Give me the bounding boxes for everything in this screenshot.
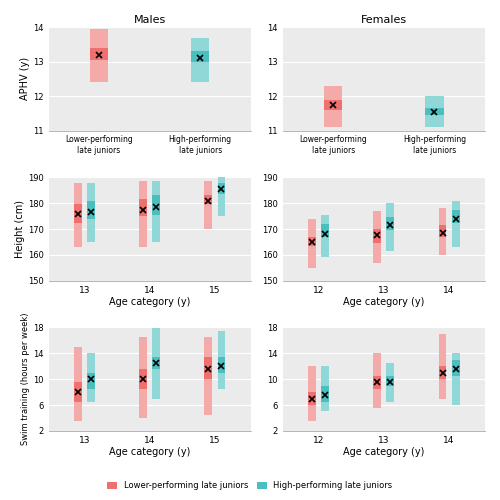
Bar [438,208,446,255]
Bar [374,211,381,262]
Bar [87,200,95,218]
Bar [218,356,226,372]
Bar [321,215,329,258]
Bar [90,29,108,82]
Bar [87,372,95,389]
Bar [74,347,82,421]
Bar [374,376,381,389]
Bar [139,337,147,418]
Bar [438,225,446,237]
Bar [374,229,381,243]
Bar [308,392,316,405]
Bar [139,200,147,216]
Bar [204,356,212,379]
Bar [452,354,460,405]
Bar [191,52,210,62]
Bar [87,182,95,242]
Bar [452,360,460,376]
Bar [308,237,316,246]
Title: Males: Males [134,15,166,25]
X-axis label: Age category (y): Age category (y) [109,298,190,308]
Bar [324,86,342,127]
Bar [152,356,160,370]
Bar [386,363,394,402]
Bar [438,334,446,398]
Y-axis label: Swim training (hours per week): Swim training (hours per week) [22,313,30,446]
Bar [152,328,160,398]
Bar [152,181,160,242]
Bar [386,203,394,251]
Bar [374,354,381,408]
Bar [321,224,329,237]
Bar [386,218,394,230]
Bar [90,48,108,60]
Y-axis label: Height (cm): Height (cm) [15,200,25,258]
Bar [152,196,160,215]
Bar [452,200,460,247]
Bar [308,218,316,268]
Bar [218,330,226,389]
Bar [321,386,329,402]
Bar [87,354,95,402]
Bar [324,100,342,110]
Bar [139,181,147,247]
X-axis label: Age category (y): Age category (y) [343,448,424,458]
X-axis label: Age category (y): Age category (y) [109,448,190,458]
Bar [426,96,444,127]
X-axis label: Age category (y): Age category (y) [343,298,424,308]
Bar [204,181,212,229]
Y-axis label: APHV (y): APHV (y) [20,58,30,100]
Bar [218,178,226,216]
Bar [74,204,82,222]
Bar [438,366,446,379]
Bar [321,366,329,412]
Bar [426,108,444,115]
Bar [386,376,394,386]
Bar [204,196,212,204]
Bar [204,337,212,414]
Legend: Lower-performing late juniors, High-performing late juniors: Lower-performing late juniors, High-perf… [104,478,396,494]
Bar [308,366,316,421]
Bar [139,370,147,389]
Bar [218,182,226,194]
Bar [74,182,82,247]
Bar [452,210,460,222]
Bar [74,382,82,402]
Bar [191,38,210,82]
Title: Females: Females [361,15,407,25]
